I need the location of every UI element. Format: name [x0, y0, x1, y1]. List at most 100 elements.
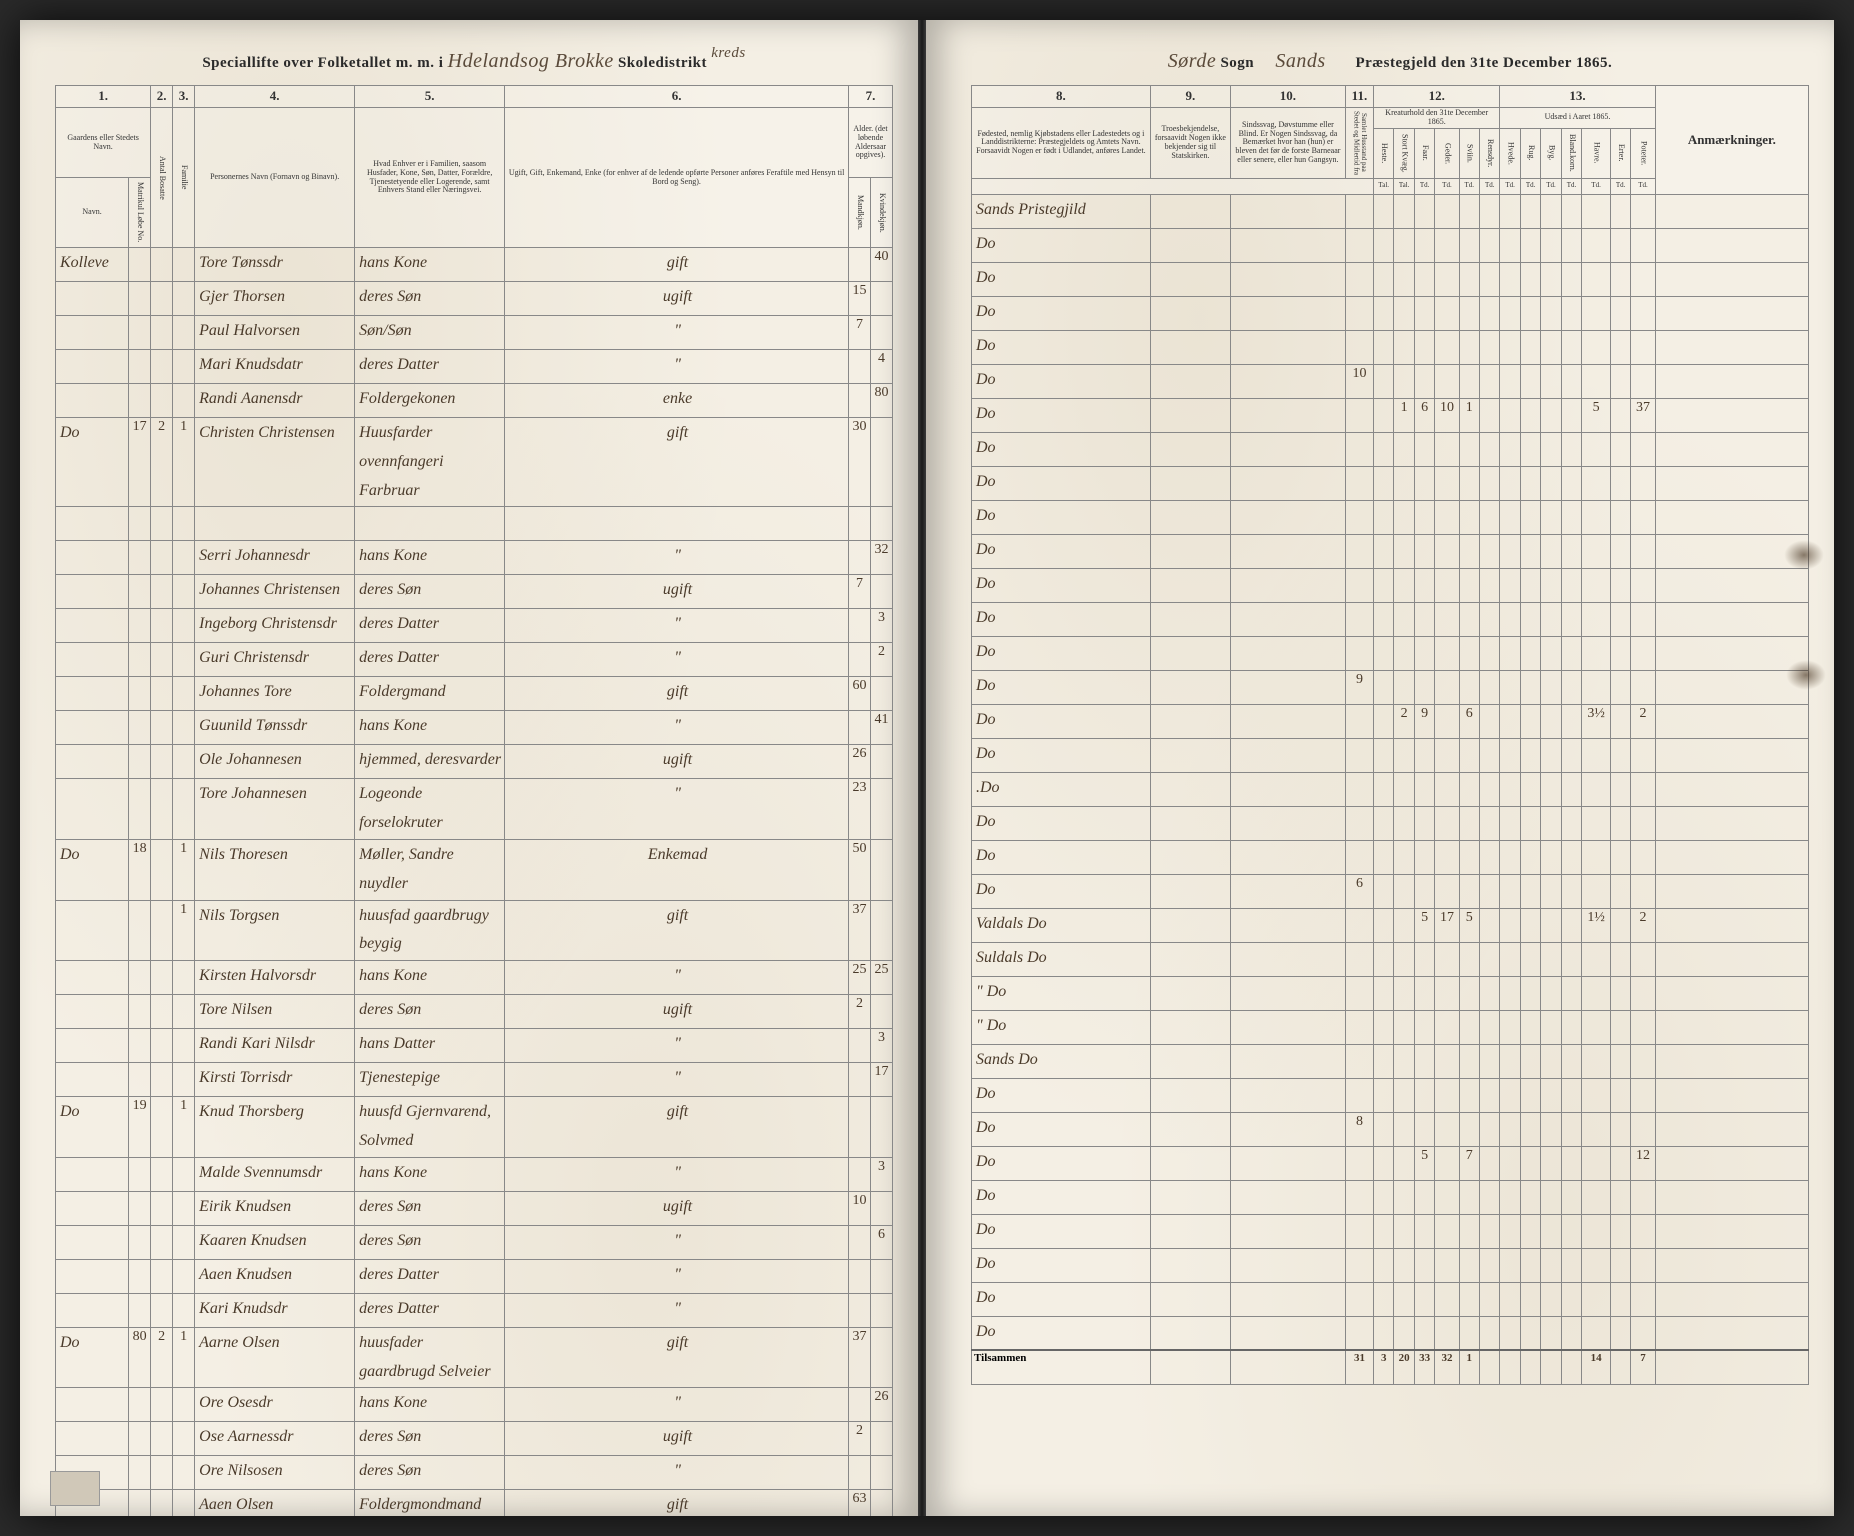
familie-cell: 1 [173, 839, 195, 900]
left-header: Speciallifte over Folketallet m. m. i Hd… [55, 50, 893, 73]
name-cell: Aarne Olsen [195, 1327, 355, 1388]
value-cell [1414, 670, 1434, 704]
unit-header: Tal. [1374, 178, 1394, 194]
antal-cell [151, 1388, 173, 1422]
value-cell [1610, 1316, 1630, 1350]
familie-cell [173, 1191, 195, 1225]
value-cell [1520, 772, 1540, 806]
matrikul-cell [129, 677, 151, 711]
female-age-cell [871, 677, 893, 711]
value-cell [1500, 1248, 1520, 1282]
remarks-cell [1655, 466, 1808, 500]
value-cell [1582, 806, 1611, 840]
status-cell: deres Søn [355, 995, 505, 1029]
value-cell [1561, 398, 1581, 432]
value-cell [1610, 296, 1630, 330]
male-age-cell: 37 [849, 900, 871, 961]
birthplace-cell: Do [972, 840, 1151, 874]
sub-header: Rug. [1520, 128, 1540, 178]
value-cell [1414, 1010, 1434, 1044]
birthplace-cell: Do [972, 670, 1151, 704]
faith-cell [1150, 1214, 1230, 1248]
household-cell [1345, 1316, 1373, 1350]
unit-header: Td. [1500, 178, 1520, 194]
value-cell [1520, 364, 1540, 398]
status-cell: hans Kone [355, 248, 505, 282]
value-cell [1541, 1282, 1561, 1316]
antal-cell [151, 995, 173, 1029]
table-row: Do1721Christen ChristensenHuusfarder ove… [56, 418, 893, 507]
value-cell [1374, 500, 1394, 534]
status-cell: deres Søn [355, 1422, 505, 1456]
status-cell: hans Kone [355, 961, 505, 995]
value-cell [1414, 330, 1434, 364]
value-cell [1631, 806, 1655, 840]
value-cell [1374, 194, 1394, 228]
matrikul-cell [129, 575, 151, 609]
table-row: Do [972, 806, 1809, 840]
sub-header: Havre. [1582, 128, 1611, 178]
value-cell [1394, 228, 1414, 262]
col5-label: Hvad Enhver er i Familien, saasom Husfad… [355, 108, 505, 248]
district-name: Hdelandsog Brokke [448, 50, 614, 72]
value-cell [1610, 908, 1630, 942]
birthplace-cell: Do [972, 704, 1151, 738]
value-cell [1500, 1044, 1520, 1078]
name-cell: Guri Christensdr [195, 643, 355, 677]
table-row: Aaen Knudsenderes Datter" [56, 1259, 893, 1293]
value-cell [1435, 1044, 1459, 1078]
familie-cell [173, 1490, 195, 1516]
table-row: Ose Aarnessdrderes Sønugift2 [56, 1422, 893, 1456]
value-cell [1459, 1010, 1479, 1044]
birthplace-cell: Do [972, 1078, 1151, 1112]
value-cell [1374, 738, 1394, 772]
civil-cell: gift [505, 900, 849, 961]
value-cell [1374, 330, 1394, 364]
value-cell [1631, 500, 1655, 534]
status-cell: deres Søn [355, 282, 505, 316]
value-cell [1480, 704, 1500, 738]
unit-header: Td. [1541, 178, 1561, 194]
value-cell [1374, 670, 1394, 704]
name-cell: Paul Halvorsen [195, 316, 355, 350]
value-cell [1561, 738, 1581, 772]
civil-cell: " [505, 711, 849, 745]
value-cell [1435, 432, 1459, 466]
remarks-cell [1655, 636, 1808, 670]
condition-cell [1230, 364, 1345, 398]
value-cell [1582, 942, 1611, 976]
antal-cell [151, 575, 173, 609]
table-row: Do [972, 330, 1809, 364]
table-row: Sands Pristegjild [972, 194, 1809, 228]
col3-label: Familie [173, 108, 195, 248]
antal-cell [151, 900, 173, 961]
faith-cell [1150, 228, 1230, 262]
antal-cell [151, 961, 173, 995]
value-cell [1561, 568, 1581, 602]
value-cell [1394, 1078, 1414, 1112]
tab-marker [50, 1471, 100, 1506]
value-cell [1610, 228, 1630, 262]
matrikul-cell [129, 507, 151, 541]
value-cell [1520, 636, 1540, 670]
value-cell [1480, 262, 1500, 296]
value-cell [1582, 636, 1611, 670]
value-cell [1414, 1214, 1434, 1248]
table-row: Valdals Do51751½2 [972, 908, 1809, 942]
matrikul-cell [129, 1259, 151, 1293]
value-cell [1541, 738, 1561, 772]
value-cell [1394, 1214, 1414, 1248]
male-age-cell [849, 1456, 871, 1490]
value-cell [1541, 704, 1561, 738]
faith-cell [1150, 432, 1230, 466]
value-cell: 17 [1435, 908, 1459, 942]
value-cell [1582, 1248, 1611, 1282]
familie-cell [173, 1157, 195, 1191]
condition-cell [1230, 1316, 1345, 1350]
mandkjon: Mandkjøn. [849, 178, 871, 248]
male-age-cell [849, 541, 871, 575]
value-cell [1435, 840, 1459, 874]
male-age-cell [849, 643, 871, 677]
status-cell: Møller, Sandre nuydler [355, 839, 505, 900]
value-cell [1520, 1316, 1540, 1350]
